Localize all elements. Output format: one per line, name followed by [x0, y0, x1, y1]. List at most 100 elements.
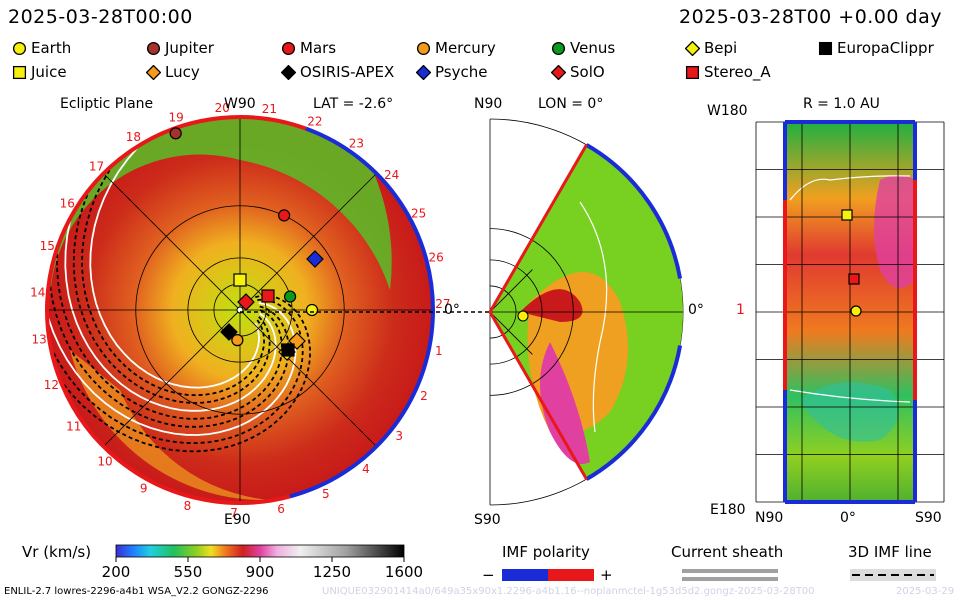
legend-label: Jupiter — [165, 39, 214, 57]
meridional-structures — [520, 201, 628, 464]
carrington-number: 12 — [44, 378, 59, 392]
meridional-rim-lower — [585, 345, 683, 481]
ecliptic-marker-psyche — [306, 250, 324, 268]
imf-line-label: 3D IMF line — [848, 543, 932, 561]
sphere-r-label: R = 1.0 AU — [803, 96, 880, 112]
legend-item-mars: Mars — [281, 39, 336, 57]
sphere-hot-region — [874, 175, 915, 288]
carrington-number: 24 — [384, 168, 399, 182]
carrington-number: 14 — [30, 285, 45, 299]
model-info: ENLIL-2.7 lowres-2296-a4b1 WSA_V2.2 GONG… — [4, 586, 269, 597]
legend-label: SolO — [570, 63, 605, 81]
right-timestamp: 2025-03-28T00 +0.00 day — [679, 6, 942, 28]
legend-label: Bepi — [704, 39, 738, 57]
colorbar-tick-label: 900 — [246, 563, 275, 581]
meridional-fast-region — [540, 342, 590, 464]
current-sheath-label: Current sheath — [671, 543, 784, 561]
ecliptic-marker-mercury — [231, 334, 244, 347]
legend-label: EuropaClippr — [837, 39, 934, 57]
sphere-juice-marker — [841, 209, 853, 221]
carrington-number: 3 — [395, 429, 403, 443]
colorbar-tick-label: 1250 — [313, 563, 351, 581]
ecliptic-top-axis: W90 — [224, 96, 256, 112]
ecliptic-marker-europaclippr — [281, 343, 295, 357]
sphere-earth-marker — [850, 305, 862, 317]
carrington-number: 26 — [428, 250, 443, 264]
circle-icon — [416, 41, 431, 55]
sphere-grid — [755, 121, 945, 503]
ecliptic-marker-earth — [305, 303, 319, 317]
carrington-number: 27 — [435, 297, 450, 311]
colorbar-tick-label: 200 — [102, 563, 131, 581]
circle-icon — [146, 41, 161, 55]
ecliptic-panel: 20 21222324252627123456789101112131415161… — [30, 101, 450, 520]
legend-label: Mercury — [435, 39, 496, 57]
meridional-earth-marker — [517, 310, 529, 322]
sphere-x-label-0: 0° — [840, 510, 856, 526]
legend-label: Stereo_A — [704, 63, 771, 81]
imf-spirals — [47, 117, 311, 453]
circle-icon — [551, 41, 566, 55]
current-sheath-swatch-bottom — [682, 577, 778, 581]
legend-item-jupiter: Jupiter — [146, 39, 214, 57]
meridional-top-axis: N90 — [474, 96, 503, 112]
circle-icon — [12, 41, 27, 55]
ecliptic-lat-label: LAT = -2.6° — [313, 96, 394, 112]
colorbar-ticks: 200 550 900 1250 1600 — [102, 557, 423, 581]
legend-label: Psyche — [435, 63, 488, 81]
legend-label: Mars — [300, 39, 337, 57]
meridional-rim-upper — [585, 143, 683, 279]
meridional-edge-upper — [488, 144, 588, 313]
current-sheath-swatch-top — [682, 569, 778, 573]
diamond-icon — [551, 64, 566, 80]
colorbar-tick-label: 550 — [174, 563, 203, 581]
ecliptic-marker-venus — [283, 290, 297, 303]
ecliptic-bottom-axis: E90 — [224, 512, 251, 528]
ecliptic-label: Ecliptic Plane — [60, 96, 154, 112]
square-icon — [12, 65, 27, 79]
square-icon — [818, 41, 833, 55]
imf-plus-sign: + — [600, 566, 613, 584]
imf-positive-swatch — [548, 569, 594, 581]
legend-label: Juice — [31, 63, 67, 81]
colorbar — [115, 544, 405, 558]
sphere-mid-axis: 1 — [736, 302, 745, 318]
legend-item-psyche: Psyche — [416, 63, 487, 81]
legend-label: Venus — [570, 39, 616, 57]
meridional-current-sheet — [579, 201, 608, 433]
sphere-cool-region — [800, 382, 898, 442]
ecliptic-markers — [169, 127, 324, 361]
square-icon — [685, 65, 700, 79]
sphere-x-label-s90: S90 — [915, 510, 942, 526]
sphere-x-label-n90: N90 — [755, 510, 784, 526]
legend-item-mercury: Mercury — [416, 39, 496, 57]
imf-negative-swatch — [502, 569, 548, 581]
legend-item-juice: Juice — [12, 63, 67, 81]
slow-wind-region — [70, 350, 270, 501]
colorbar-label: Vr (km/s) — [22, 543, 92, 561]
legend-item-lucy: Lucy — [146, 63, 200, 81]
carrington-numbers: 20 21222324252627123456789101112131415161… — [30, 101, 450, 520]
carrington-number: 19 — [169, 110, 184, 124]
legend-item-osiris-apex: OSIRIS-APEX — [281, 63, 394, 81]
ecliptic-marker-jupiter — [169, 127, 182, 140]
ecliptic-marker-solo — [237, 293, 255, 311]
legend-item-earth: Earth — [12, 39, 71, 57]
carrington-number: 25 — [411, 207, 426, 221]
carrington-number: 21 — [262, 102, 277, 116]
legend-item-europaclippr: EuropaClippr — [818, 39, 934, 57]
carrington-number: 5 — [322, 487, 330, 501]
meridional-grid — [489, 119, 683, 505]
polarity-rim-negative — [289, 126, 435, 499]
diamond-icon — [146, 64, 161, 80]
legend-label: Earth — [31, 39, 72, 57]
diamond-icon — [685, 40, 700, 56]
carrington-number: 4 — [362, 462, 370, 476]
legend-label: Lucy — [165, 63, 200, 81]
ecliptic-marker-osiris-apex — [220, 323, 238, 341]
ecliptic-angle-label: 0° — [444, 302, 460, 318]
sphere-contour — [789, 175, 911, 201]
carrington-number: 23 — [349, 137, 364, 151]
carrington-number: 6 — [277, 502, 285, 516]
